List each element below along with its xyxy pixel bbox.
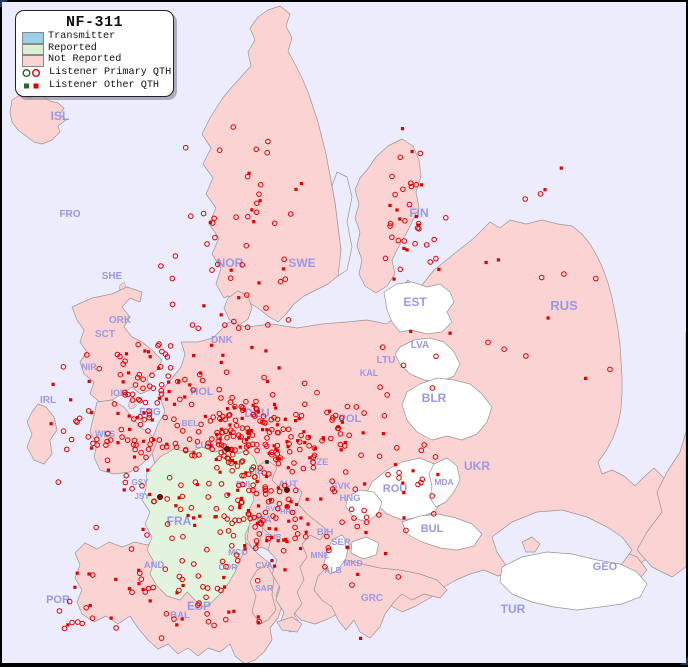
- svg-text:POR: POR: [46, 594, 70, 606]
- svg-text:SWE: SWE: [288, 256, 315, 270]
- svg-text:AND: AND: [144, 560, 165, 571]
- svg-text:MKD: MKD: [343, 558, 362, 568]
- svg-text:MDA: MDA: [434, 477, 453, 487]
- svg-text:TUR: TUR: [501, 602, 526, 616]
- svg-text:HNG: HNG: [339, 493, 360, 504]
- svg-text:BAL: BAL: [170, 610, 190, 621]
- svg-text:ISL: ISL: [51, 109, 70, 123]
- svg-text:UKR: UKR: [464, 459, 490, 473]
- svg-text:KAL: KAL: [360, 368, 379, 378]
- svg-text:JSY: JSY: [134, 492, 150, 501]
- svg-text:GRC: GRC: [361, 593, 383, 604]
- svg-text:NOR: NOR: [217, 256, 244, 270]
- svg-text:EST: EST: [403, 295, 427, 309]
- svg-text:FIN: FIN: [409, 206, 428, 220]
- svg-text:IRL: IRL: [40, 395, 56, 406]
- svg-text:FRO: FRO: [59, 209, 80, 220]
- svg-text:DNK: DNK: [211, 335, 233, 346]
- svg-text:SAR: SAR: [255, 583, 273, 593]
- svg-text:LVA: LVA: [411, 340, 430, 351]
- svg-text:ORK: ORK: [109, 315, 132, 326]
- svg-text:BEL: BEL: [182, 418, 199, 428]
- svg-text:GSY: GSY: [132, 478, 150, 487]
- svg-text:BLR: BLR: [422, 391, 447, 405]
- svg-text:BUL: BUL: [421, 523, 444, 535]
- svg-text:RUS: RUS: [550, 298, 578, 313]
- svg-text:NIR: NIR: [81, 362, 97, 372]
- svg-text:LTU: LTU: [377, 355, 396, 366]
- svg-text:SCT: SCT: [95, 329, 115, 340]
- svg-text:GEO: GEO: [593, 561, 618, 573]
- svg-text:CVA: CVA: [255, 560, 272, 570]
- svg-text:SHE: SHE: [102, 271, 123, 282]
